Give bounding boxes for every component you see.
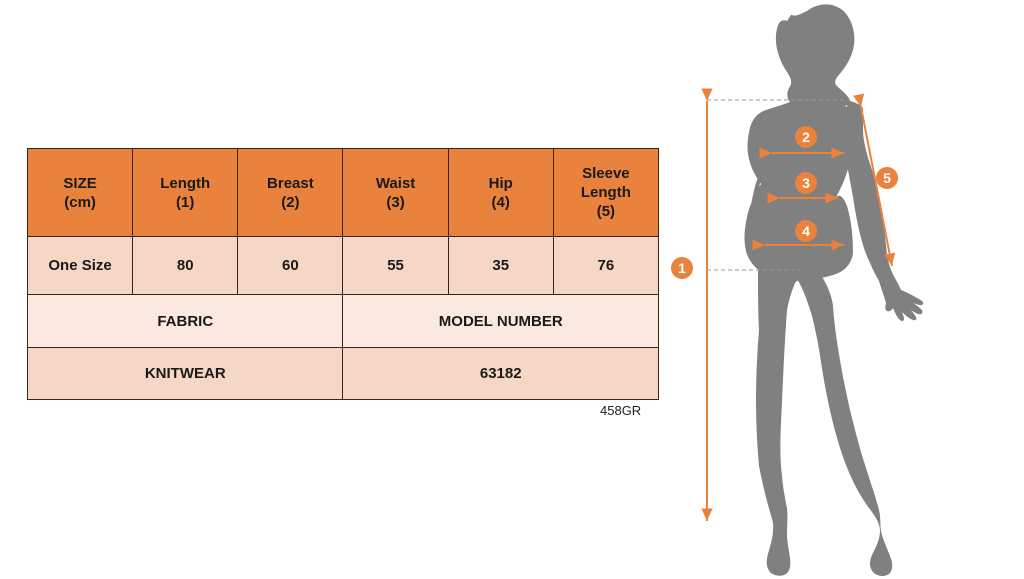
svg-text:3: 3 (802, 175, 810, 191)
svg-text:5: 5 (883, 170, 891, 186)
svg-text:1: 1 (678, 260, 686, 276)
svg-text:4: 4 (802, 223, 810, 239)
svg-text:2: 2 (802, 129, 810, 145)
